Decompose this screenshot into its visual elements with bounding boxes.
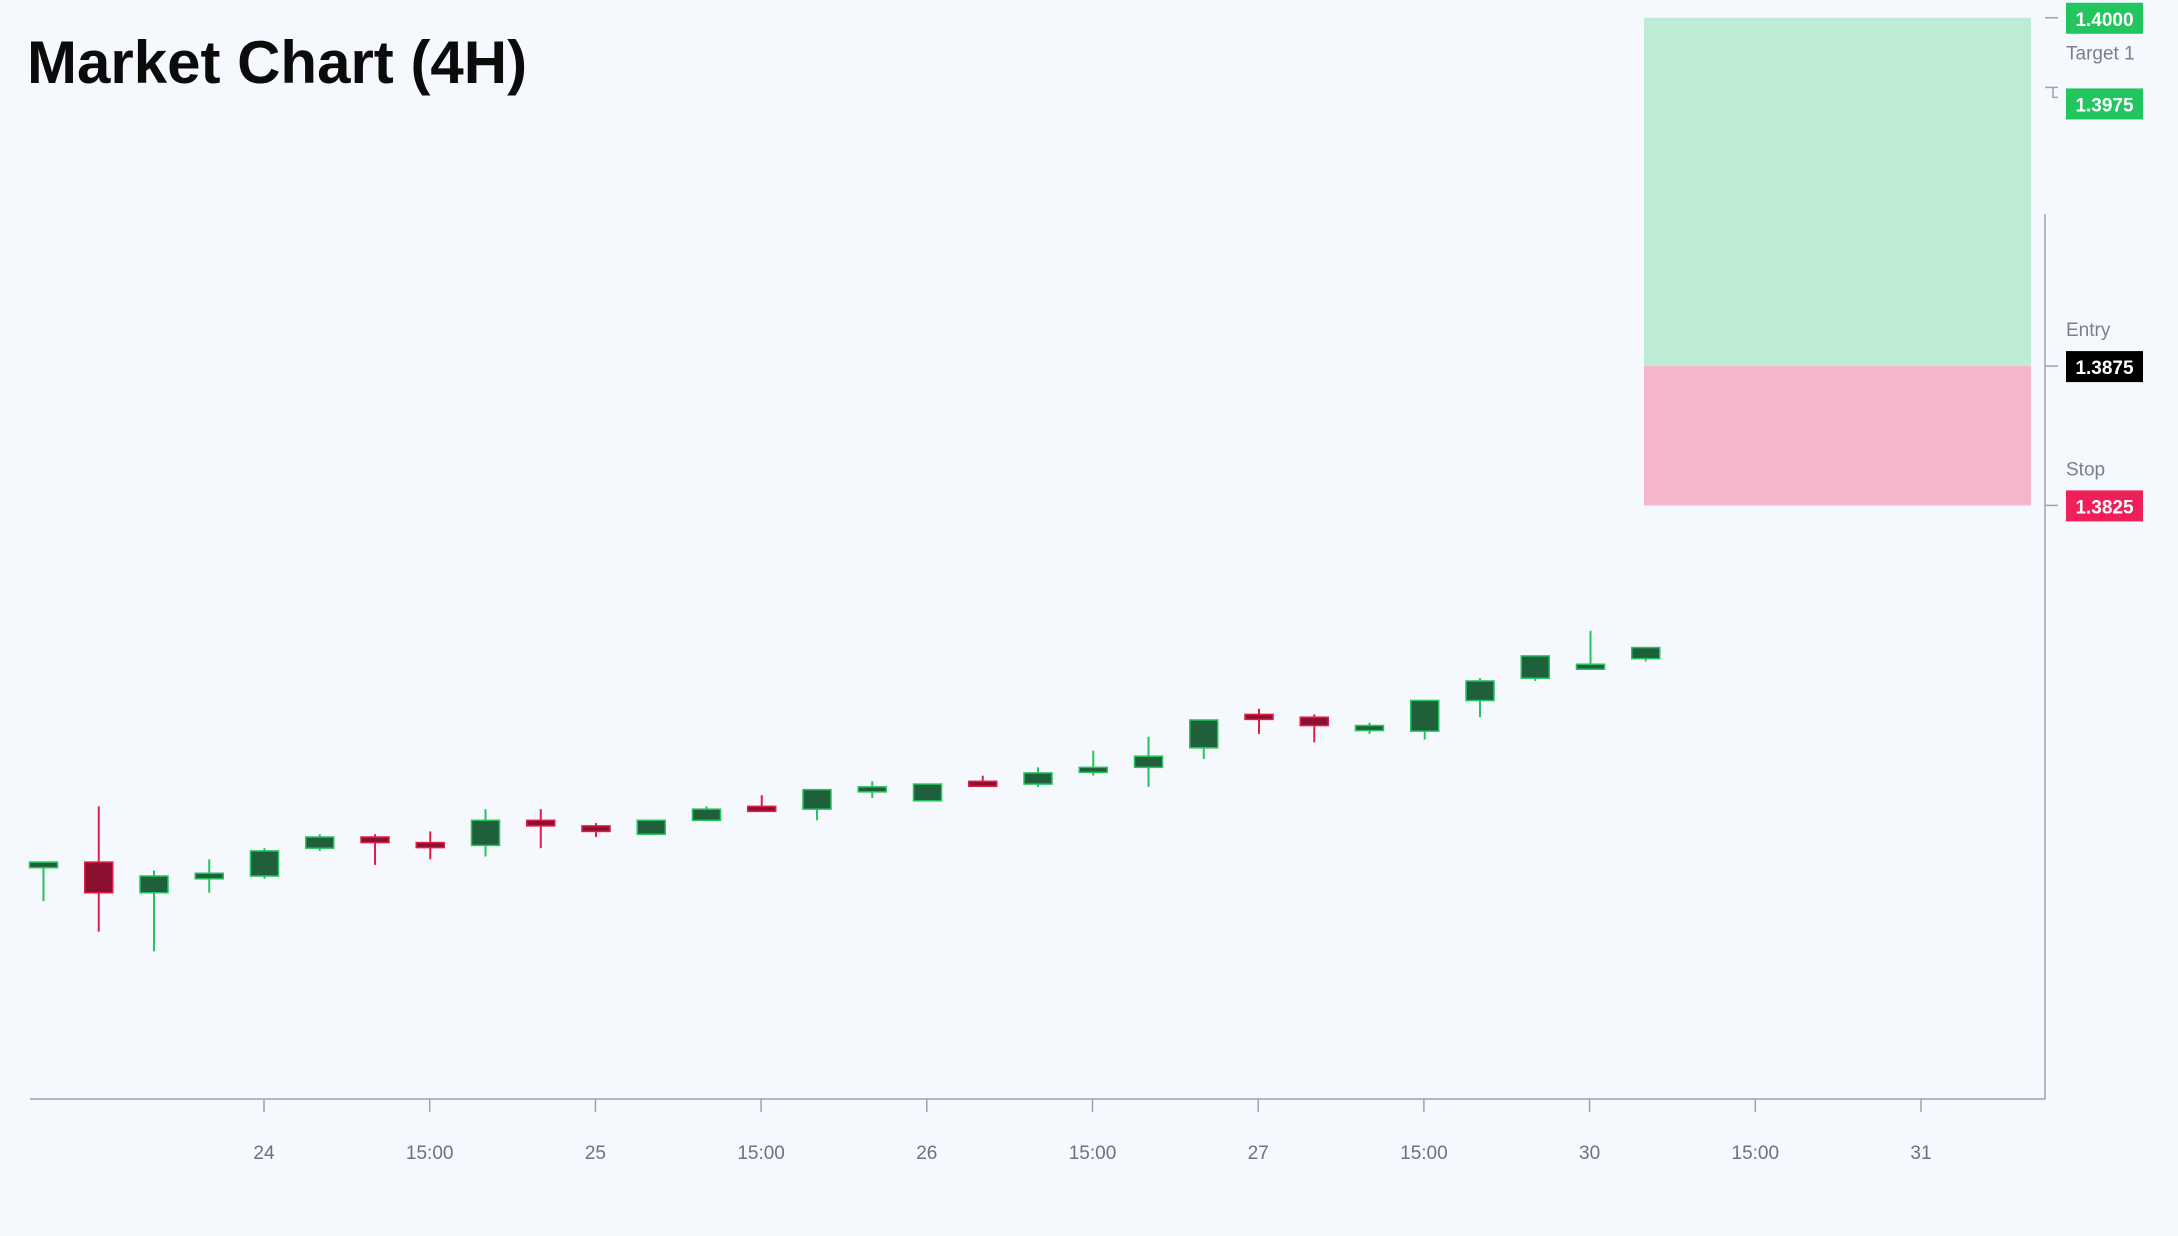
level-badge	[2066, 351, 2143, 383]
level-value: 1.3825	[2075, 497, 2134, 518]
candle-body	[1244, 713, 1274, 721]
candle-body	[581, 825, 611, 833]
x-tick-label: 15:00	[1400, 1143, 1448, 1164]
candle-body	[636, 819, 666, 835]
x-tick-label: 15:00	[1069, 1143, 1117, 1164]
level-value: 1.4000	[2075, 10, 2133, 31]
level-value: 1.3975	[2075, 95, 2134, 116]
candle-body	[968, 780, 998, 788]
candle-body	[1023, 772, 1053, 785]
candle-body	[912, 783, 943, 802]
candle-body	[1078, 766, 1108, 774]
candle-body	[1410, 699, 1440, 732]
x-tick-label: 25	[585, 1143, 606, 1164]
loss-zone	[1644, 366, 2031, 506]
candle-body	[1465, 680, 1495, 702]
candle-body	[470, 819, 501, 847]
candle-body	[1299, 716, 1329, 727]
level-badge	[2066, 88, 2143, 120]
candle-body	[1133, 755, 1164, 769]
candle-body	[857, 786, 887, 793]
x-tick-label: 15:00	[737, 1143, 785, 1164]
profit-zone	[1644, 17, 2031, 367]
candle-body	[1631, 646, 1661, 660]
level-value: 1.3875	[2075, 358, 2134, 379]
candle-body	[360, 836, 390, 844]
x-tick-label: 24	[253, 1143, 275, 1164]
candle-body	[194, 872, 224, 880]
level-label: Entry	[2066, 320, 2111, 341]
candle-body	[28, 861, 59, 869]
x-tick-label: 27	[1248, 1143, 1269, 1164]
x-tick-label: 30	[1579, 1143, 1600, 1164]
level-badge	[2066, 490, 2143, 522]
candle-body	[1189, 719, 1219, 749]
candle-body	[1354, 724, 1385, 732]
page-title: Market Chart (4H)	[27, 29, 528, 96]
x-tick-label: 15:00	[1732, 1143, 1780, 1164]
x-tick-label: 15:00	[406, 1143, 454, 1164]
level-badge	[2066, 2, 2143, 34]
candle-body	[802, 788, 832, 810]
candle-body	[249, 850, 280, 877]
candle-body	[1520, 655, 1550, 679]
x-tick-label: 31	[1910, 1143, 1931, 1164]
candle-body	[84, 861, 114, 894]
candle-body	[526, 819, 556, 827]
candle-body	[139, 875, 169, 894]
candle-body	[305, 836, 335, 849]
level-connector	[2052, 87, 2058, 99]
level-label: Stop	[2066, 459, 2105, 480]
candle-body	[415, 841, 445, 849]
x-tick-label: 26	[916, 1143, 937, 1164]
candle-body	[691, 808, 722, 822]
level-label: Target 1	[2066, 43, 2135, 64]
candle-body	[747, 805, 777, 813]
candle-body	[1575, 663, 1606, 670]
